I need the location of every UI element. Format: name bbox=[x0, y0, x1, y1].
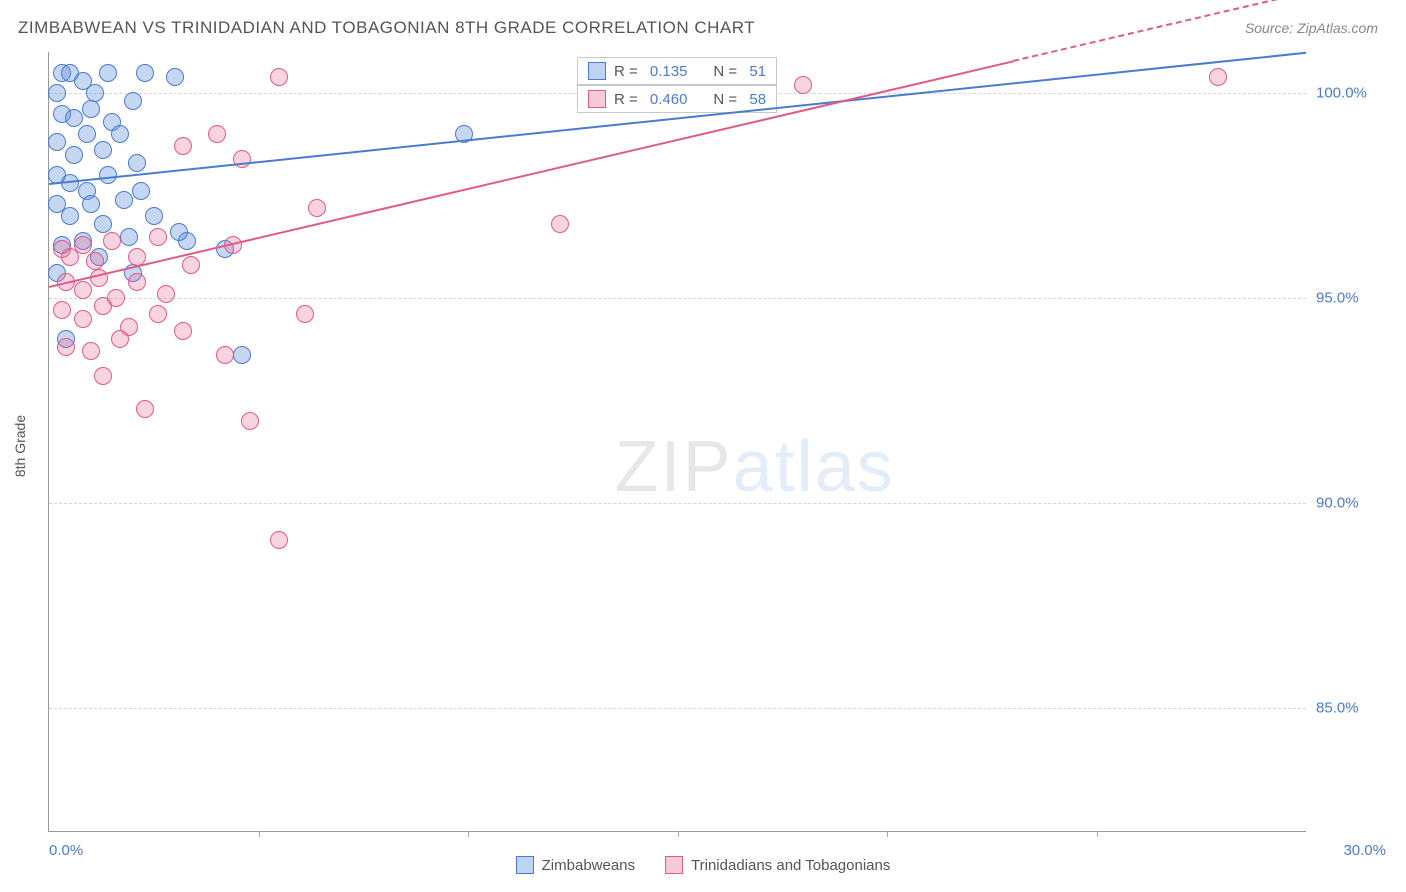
data-point bbox=[94, 367, 112, 385]
x-tick bbox=[468, 831, 469, 837]
data-point bbox=[94, 141, 112, 159]
data-point bbox=[48, 133, 66, 151]
data-point bbox=[99, 64, 117, 82]
data-point bbox=[86, 84, 104, 102]
stat-r-label: R = bbox=[614, 91, 642, 108]
data-point bbox=[115, 191, 133, 209]
data-point bbox=[82, 342, 100, 360]
y-axis-label: 8th Grade bbox=[12, 415, 28, 477]
stat-n-label: N = bbox=[713, 91, 741, 108]
data-point bbox=[149, 305, 167, 323]
data-point bbox=[74, 236, 92, 254]
data-point bbox=[65, 146, 83, 164]
source-attribution: Source: ZipAtlas.com bbox=[1245, 20, 1378, 36]
trend-line bbox=[49, 60, 1013, 287]
gridline-h bbox=[49, 708, 1306, 709]
data-point bbox=[233, 346, 251, 364]
stat-n-value: 51 bbox=[749, 63, 766, 80]
y-tick-label: 95.0% bbox=[1316, 290, 1386, 307]
data-point bbox=[241, 412, 259, 430]
data-point bbox=[124, 92, 142, 110]
data-point bbox=[74, 310, 92, 328]
data-point bbox=[132, 182, 150, 200]
legend-label: Zimbabweans bbox=[542, 857, 635, 874]
stats-legend-row: R = 0.135 N = 51 bbox=[577, 57, 777, 85]
data-point bbox=[61, 207, 79, 225]
legend-swatch bbox=[588, 90, 606, 108]
data-point bbox=[308, 199, 326, 217]
stat-r-value: 0.460 bbox=[650, 91, 688, 108]
stats-legend-row: R = 0.460 N = 58 bbox=[577, 85, 777, 113]
data-point bbox=[86, 252, 104, 270]
stat-n-value: 58 bbox=[749, 91, 766, 108]
data-point bbox=[170, 223, 188, 241]
data-point bbox=[551, 215, 569, 233]
stat-r-label: R = bbox=[614, 63, 642, 80]
data-point bbox=[128, 154, 146, 172]
data-point bbox=[78, 125, 96, 143]
legend-item: Zimbabweans bbox=[516, 856, 635, 874]
x-tick bbox=[259, 831, 260, 837]
x-tick bbox=[678, 831, 679, 837]
data-point bbox=[174, 137, 192, 155]
data-point bbox=[270, 531, 288, 549]
data-point bbox=[182, 256, 200, 274]
data-point bbox=[65, 109, 83, 127]
legend-swatch bbox=[516, 856, 534, 874]
data-point bbox=[53, 301, 71, 319]
data-point bbox=[145, 207, 163, 225]
watermark: ZIPatlas bbox=[615, 426, 895, 508]
data-point bbox=[149, 228, 167, 246]
y-tick-label: 100.0% bbox=[1316, 85, 1386, 102]
data-point bbox=[136, 400, 154, 418]
stat-n-label: N = bbox=[713, 63, 741, 80]
data-point bbox=[208, 125, 226, 143]
plot-area: 85.0%90.0%95.0%100.0%0.0%30.0%ZIPatlasR … bbox=[48, 52, 1306, 832]
data-point bbox=[103, 232, 121, 250]
data-point bbox=[82, 100, 100, 118]
legend-swatch bbox=[665, 856, 683, 874]
data-point bbox=[216, 346, 234, 364]
data-point bbox=[48, 84, 66, 102]
data-point bbox=[157, 285, 175, 303]
stat-r-value: 0.135 bbox=[650, 63, 688, 80]
x-tick bbox=[887, 831, 888, 837]
legend-item: Trinidadians and Tobagonians bbox=[665, 856, 890, 874]
data-point bbox=[270, 68, 288, 86]
data-point bbox=[1209, 68, 1227, 86]
gridline-h bbox=[49, 503, 1306, 504]
data-point bbox=[128, 273, 146, 291]
data-point bbox=[99, 166, 117, 184]
data-point bbox=[82, 195, 100, 213]
data-point bbox=[94, 215, 112, 233]
chart-area: 85.0%90.0%95.0%100.0%0.0%30.0%ZIPatlasR … bbox=[48, 52, 1306, 832]
y-tick-label: 85.0% bbox=[1316, 700, 1386, 717]
y-tick-label: 90.0% bbox=[1316, 495, 1386, 512]
data-point bbox=[94, 297, 112, 315]
x-tick bbox=[1097, 831, 1098, 837]
bottom-legend: Zimbabweans Trinidadians and Tobagonians bbox=[0, 856, 1406, 874]
data-point bbox=[120, 228, 138, 246]
data-point bbox=[111, 330, 129, 348]
data-point bbox=[296, 305, 314, 323]
gridline-h bbox=[49, 298, 1306, 299]
data-point bbox=[74, 281, 92, 299]
legend-label: Trinidadians and Tobagonians bbox=[691, 857, 890, 874]
data-point bbox=[794, 76, 812, 94]
data-point bbox=[174, 322, 192, 340]
data-point bbox=[166, 68, 184, 86]
chart-title: ZIMBABWEAN VS TRINIDADIAN AND TOBAGONIAN… bbox=[18, 18, 755, 38]
data-point bbox=[136, 64, 154, 82]
data-point bbox=[57, 338, 75, 356]
legend-swatch bbox=[588, 62, 606, 80]
data-point bbox=[111, 125, 129, 143]
